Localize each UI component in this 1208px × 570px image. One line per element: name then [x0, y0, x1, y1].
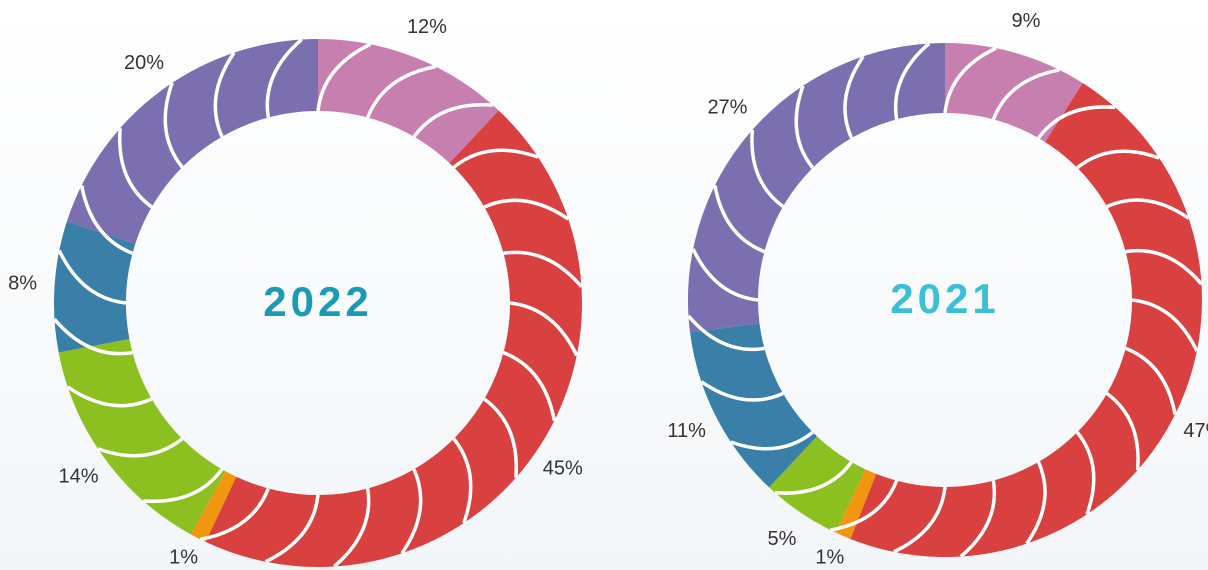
donut-segment	[221, 137, 546, 531]
data-label: 9%	[1011, 10, 1040, 32]
donut-segment	[318, 75, 474, 137]
data-label: 12%	[407, 16, 447, 38]
data-label: 11%	[667, 420, 706, 442]
data-label: 45%	[543, 458, 583, 480]
donut-segment	[793, 462, 850, 501]
chart-title: 2022	[263, 278, 372, 325]
chart: 12% 45% 1% 14% 8% 20% 2022 9% 47% 1% 5% 11% 27% 2021	[0, 0, 1208, 570]
donut-segment	[850, 501, 863, 507]
data-label: 14%	[59, 465, 99, 487]
chart-title: 2021	[890, 275, 999, 322]
donut-segment	[94, 346, 208, 503]
data-label: 5%	[768, 528, 797, 550]
donut-segment	[945, 78, 1064, 113]
data-label: 1%	[169, 546, 198, 568]
data-label: 8%	[8, 273, 37, 295]
data-label: 47%	[1183, 420, 1208, 442]
donut-segment	[101, 75, 318, 233]
data-label: 1%	[815, 546, 844, 568]
donut-segment	[208, 503, 221, 510]
data-label: 27%	[707, 97, 747, 119]
data-label: 20%	[124, 52, 164, 74]
